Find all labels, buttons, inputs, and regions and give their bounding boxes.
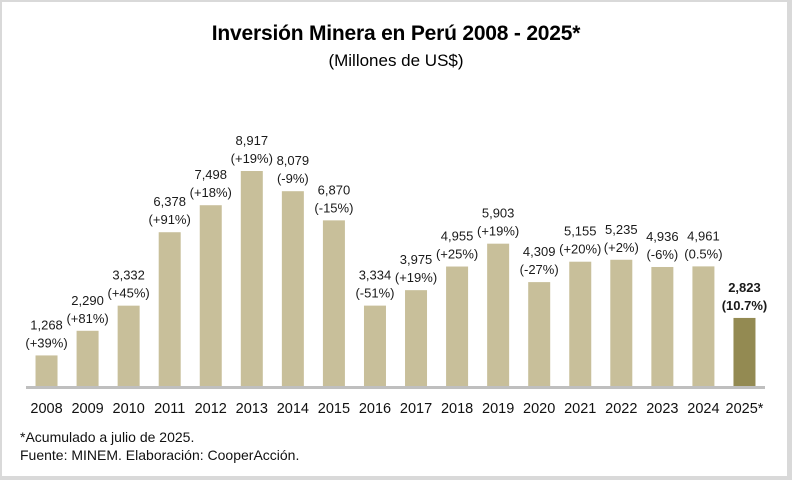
change-label: (-15%) [314,200,353,215]
value-label: 6,378 [153,194,186,209]
change-label: (+39%) [25,335,67,350]
x-tick-label: 2025* [726,401,764,417]
bar-2017 [405,290,428,386]
bar-2019 [487,243,510,386]
change-label: (0.5%) [684,246,722,261]
x-tick-label: 2016 [359,401,391,417]
value-label: 7,498 [194,167,227,182]
value-label: 2,290 [71,293,104,308]
value-label: 3,334 [359,268,392,283]
bar-2021 [569,261,592,386]
x-tick-label: 2017 [400,401,432,417]
x-tick-label: 2022 [605,401,637,417]
x-tick-label: 2009 [71,401,103,417]
x-tick-label: 2013 [236,401,268,417]
bar-2010 [117,305,140,386]
value-label: 5,903 [482,206,515,221]
bar-2015 [322,220,345,386]
value-label: 3,975 [400,252,433,267]
x-tick-label: 2024 [687,401,719,417]
bar-2022 [610,259,633,386]
change-label: (10.7%) [722,298,768,313]
value-label: 2,823 [728,280,761,295]
bar-2009 [76,330,99,386]
chart-subtitle: (Millones de US$) [328,51,464,70]
change-label: (+19%) [395,270,437,285]
bar-2023 [651,266,674,386]
change-label: (+18%) [190,185,232,200]
change-label: (+19%) [231,151,273,166]
x-tick-label: 2021 [564,401,596,417]
change-label: (-9%) [277,171,309,186]
change-label: (+19%) [477,224,519,239]
change-label: (-27%) [520,262,559,277]
value-label: 4,955 [441,229,474,244]
change-label: (+2%) [604,240,639,255]
x-tick-label: 2020 [523,401,555,417]
bar-2025* [733,317,756,386]
change-label: (+91%) [149,212,191,227]
bar-2024 [692,266,715,386]
change-label: (-51%) [355,286,394,301]
chart-frame [2,2,787,476]
x-tick-label: 2012 [195,401,227,417]
bar-2011 [158,232,181,386]
source-note: Fuente: MINEM. Elaboración: CooperAcción… [20,447,300,463]
x-tick-label: 2011 [154,401,185,417]
change-label: (+25%) [436,247,478,262]
bar-2018 [446,266,469,386]
change-label: (-6%) [646,247,678,262]
value-label: 8,079 [277,153,310,168]
x-tick-label: 2023 [646,401,678,417]
x-tick-label: 2019 [482,401,514,417]
bar-2016 [363,305,386,386]
value-label: 5,235 [605,222,638,237]
bar-2014 [281,191,304,386]
footnote: *Acumulado a julio de 2025. [20,429,195,445]
value-label: 3,332 [112,268,145,283]
change-label: (+20%) [559,242,601,257]
bar-2012 [199,205,222,386]
x-tick-label: 2008 [30,401,62,417]
value-label: 1,268 [30,317,63,332]
value-label: 5,155 [564,224,597,239]
x-tick-label: 2015 [318,401,350,417]
value-label: 6,870 [318,182,351,197]
value-label: 4,936 [646,229,679,244]
value-label: 4,309 [523,244,556,259]
bar-2008 [35,355,58,386]
x-tick-label: 2018 [441,401,473,417]
value-label: 4,961 [687,228,720,243]
bar-2020 [528,282,551,386]
change-label: (+81%) [66,311,108,326]
change-label: (+45%) [107,286,149,301]
x-tick-label: 2010 [113,401,145,417]
bar-2013 [240,171,263,386]
x-tick-label: 2014 [277,401,309,417]
chart-title: Inversión Minera en Perú 2008 - 2025* [211,22,581,45]
value-label: 8,917 [236,133,269,148]
